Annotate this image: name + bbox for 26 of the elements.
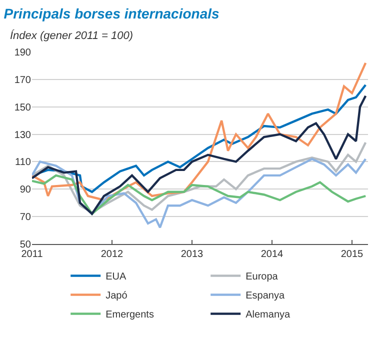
legend-label: Alemanya — [246, 310, 291, 321]
line-series — [32, 94, 367, 215]
y-tick-label: 130 — [14, 130, 32, 141]
legend-label: Espanya — [246, 290, 285, 302]
line-series — [32, 158, 367, 229]
x-tick-label: 2012 — [100, 249, 124, 260]
legend-label: Europa — [246, 272, 278, 283]
line-series — [32, 141, 367, 214]
y-tick-label: 150 — [14, 102, 32, 114]
legend-label: Japó — [106, 290, 128, 302]
line-series — [32, 174, 367, 215]
y-tick-label: 110 — [15, 157, 32, 168]
legend-label: Emergents — [106, 310, 154, 321]
x-tick-label: 2011 — [21, 249, 44, 260]
chart-title: Principals borses internacionals — [4, 5, 220, 22]
x-tick-label: 2015 — [340, 249, 364, 260]
legend-label: EUA — [106, 272, 126, 283]
chart-subtitle: Índex (gener 2011 = 100) — [10, 29, 134, 42]
y-tick-label: 50 — [20, 240, 32, 250]
x-tick-label: 2014 — [260, 249, 284, 260]
y-tick-label: 70 — [20, 212, 32, 224]
y-tick-label: 90 — [20, 184, 32, 196]
y-tick-label: 170 — [14, 74, 32, 86]
x-tick-label: 2013 — [180, 249, 204, 260]
y-tick-label: 190 — [14, 48, 32, 58]
line-series — [32, 62, 367, 202]
